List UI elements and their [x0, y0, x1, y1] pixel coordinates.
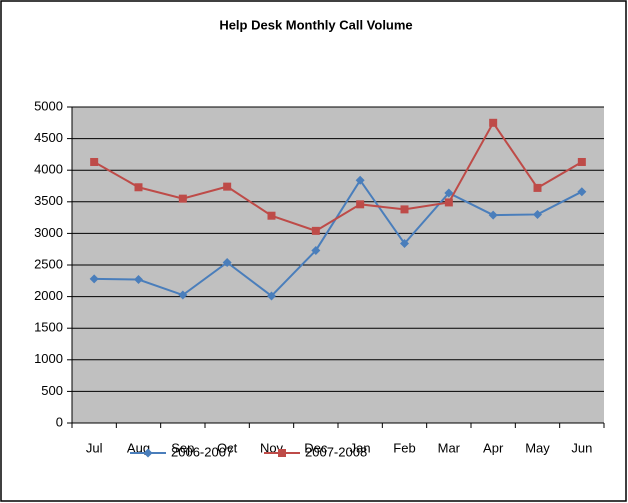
series-line [94, 178, 583, 298]
y-tick-label: 2000 [34, 288, 63, 303]
x-tick-label: Sep [171, 440, 194, 455]
marker [488, 210, 498, 220]
y-tick-label: 0 [56, 414, 63, 429]
x-tick-label: Jan [350, 440, 371, 455]
marker [134, 183, 143, 192]
x-tick-label: Apr [483, 440, 504, 455]
marker [444, 188, 454, 198]
x-tick-label: Jul [86, 440, 103, 455]
marker [577, 157, 586, 166]
y-tick-label: 1000 [34, 351, 63, 366]
x-tick-label: Mar [438, 440, 461, 455]
marker [89, 274, 99, 284]
y-tick-label: 4000 [34, 162, 63, 177]
marker [90, 157, 99, 166]
marker [577, 187, 587, 197]
x-tick-label: Aug [127, 440, 150, 455]
marker [489, 118, 498, 127]
y-tick-label: 2500 [34, 256, 63, 271]
marker [400, 239, 409, 249]
marker [278, 449, 286, 457]
x-tick-label: Jun [571, 440, 592, 455]
marker [223, 182, 232, 191]
chart-title: Help Desk Monthly Call Volume [219, 17, 412, 32]
y-tick-label: 500 [41, 383, 63, 398]
marker [533, 209, 542, 219]
marker [400, 205, 409, 214]
marker [178, 194, 187, 203]
y-tick-label: 5000 [34, 98, 63, 113]
x-tick-label: Oct [217, 440, 238, 455]
y-tick-label: 3500 [34, 193, 63, 208]
legend-label: 2007-2008 [305, 444, 367, 459]
marker [311, 226, 320, 235]
marker [355, 175, 365, 185]
x-tick-label: Dec [304, 440, 328, 455]
marker [267, 211, 276, 220]
legend-label: 2006-2007 [171, 444, 233, 459]
marker [533, 183, 542, 192]
marker [356, 200, 365, 209]
marker [444, 198, 453, 207]
marker [222, 257, 232, 267]
x-tick-label: Feb [393, 440, 415, 455]
y-tick-label: 3000 [34, 225, 63, 240]
marker [134, 275, 143, 285]
y-tick-label: 1500 [34, 320, 63, 335]
marker [311, 245, 321, 255]
series-line [93, 120, 583, 232]
marker [143, 448, 153, 458]
x-tick-label: May [525, 440, 550, 455]
marker [267, 291, 276, 301]
x-tick-label: Nov [260, 440, 284, 455]
marker [178, 290, 188, 300]
y-tick-label: 4500 [34, 130, 63, 145]
